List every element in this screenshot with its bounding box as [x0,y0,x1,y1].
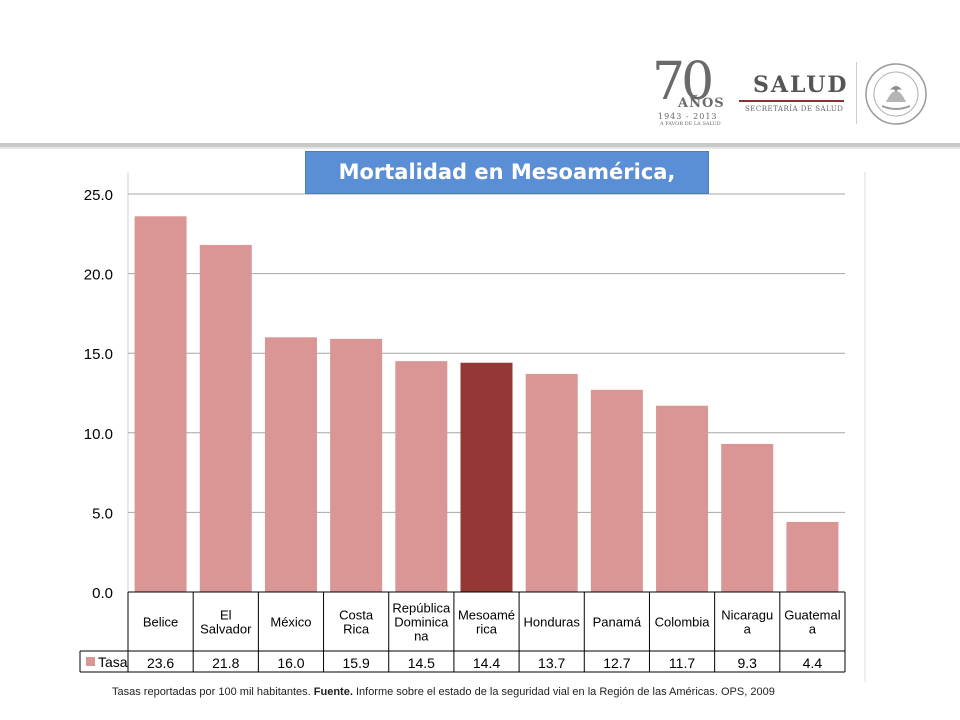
x-tick-label: Panamá [593,615,642,630]
y-tick-label: 10.0 [84,426,113,443]
chart-title-box: Mortalidad en Mesoamérica, 2009 [305,151,709,225]
bar [395,361,448,592]
x-tick-label: México [270,615,311,630]
data-label: 11.7 [669,655,695,671]
bar [786,521,839,592]
x-tick-label: Colombia [655,615,711,630]
bar [721,443,774,592]
footnote-source-text: Informe sobre el estado de la seguridad … [352,686,775,698]
bar [199,244,252,592]
mexican-seal-icon [864,62,928,126]
x-tick-label: Guatemal a [784,608,840,637]
header-rule-shadow [0,147,960,149]
bar [590,389,643,592]
footnote-text: Tasas reportadas por 100 mil habitantes. [112,686,314,698]
y-tick-label: 25.0 [84,187,113,204]
y-tick-label: 5.0 [92,505,113,522]
salud-subtitle: SECRETARÍA DE SALUD [745,105,844,113]
header: 70 AÑOS 1943 - 2013 A FAVOR DE LA SALUD … [0,0,960,150]
bar [525,373,578,592]
x-tick-label: Nicaragu a [721,608,773,637]
x-tick-label: Belice [143,615,178,630]
data-label: 23.6 [147,655,174,671]
data-label: 4.4 [803,655,823,671]
x-tick-label: República Dominica na [392,601,451,644]
x-tick-label: Mesoamé rica [458,608,515,637]
salud-divider [739,100,844,102]
footnote-source-label: Fuente. [313,686,353,698]
legend-label: Tasa [98,654,128,670]
logo-70-suffix: AÑOS [678,96,725,111]
data-label: 16.0 [277,655,304,671]
bar [264,337,317,592]
logo-salud: SALUD SECRETARÍA DE SALUD [733,70,853,120]
bar [134,216,187,592]
footnote: Tasas reportadas por 100 mil habitantes.… [112,686,952,698]
legend-key [86,657,95,666]
logo-70-tagline: A FAVOR DE LA SALUD [660,121,721,127]
x-tick-label: Costa Rica [339,608,374,637]
logo-separator [856,62,857,124]
y-tick-label: 0.0 [92,585,113,602]
logo-70-anos: 70 AÑOS 1943 - 2013 A FAVOR DE LA SALUD [650,52,725,130]
y-tick-label: 20.0 [84,267,113,284]
chart-title: Mortalidad en Mesoamérica, 2009 [338,160,676,225]
data-label: 13.7 [538,655,565,671]
x-tick-label: Honduras [523,615,580,630]
bar [656,405,709,592]
bar [330,338,383,592]
logo-70-number: 70 [652,52,714,112]
y-tick-label: 15.0 [84,346,113,363]
data-label: 21.8 [212,655,239,671]
logo-70-years: 1943 - 2013 [658,112,718,121]
data-label: 9.3 [737,655,757,671]
data-label: 15.9 [343,655,370,671]
salud-name: SALUD [753,72,849,98]
header-rule [0,143,960,147]
bar [460,362,513,592]
data-label: 12.7 [603,655,630,671]
x-tick-label: El Salvador [200,608,252,637]
data-label: 14.5 [408,655,435,671]
data-label: 14.4 [473,655,500,671]
